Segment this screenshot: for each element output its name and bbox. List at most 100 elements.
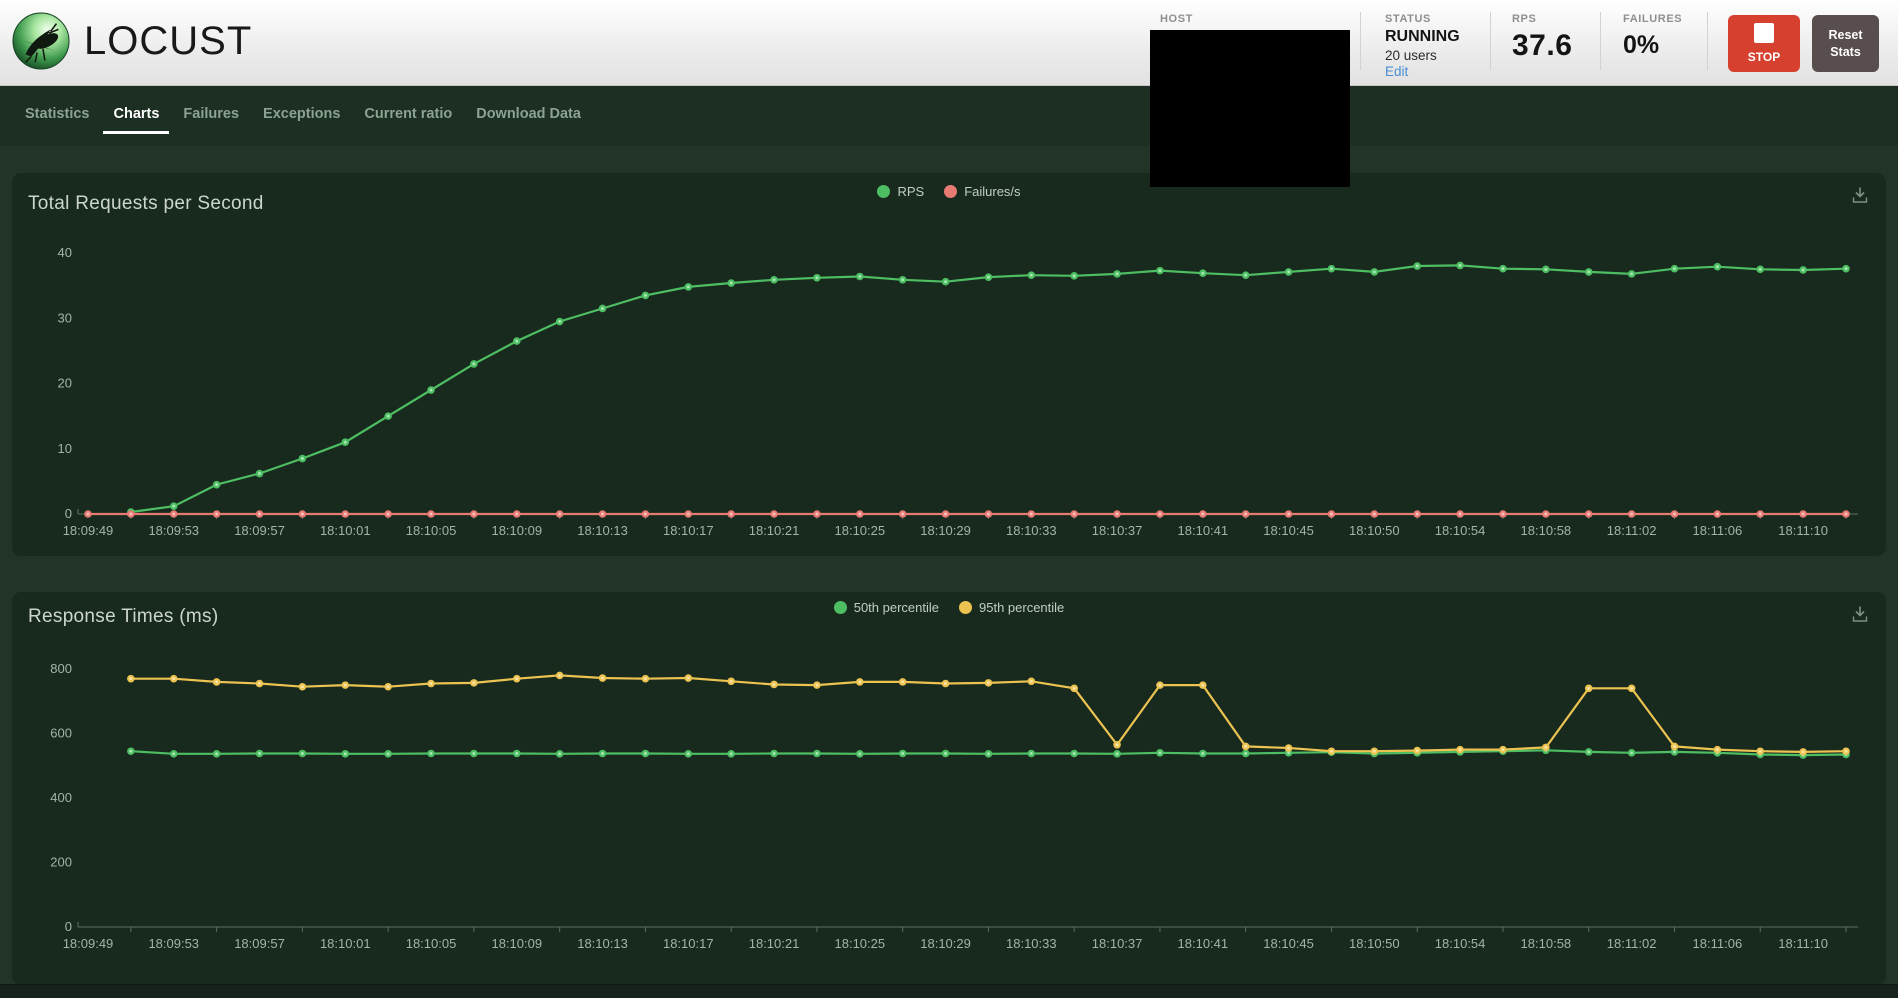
data-point-center (1244, 512, 1248, 516)
data-point-center (86, 512, 90, 516)
data-point-center (1329, 512, 1333, 516)
data-point-center (1072, 274, 1076, 278)
data-point-center (1244, 751, 1248, 755)
data-point-center (1072, 751, 1076, 755)
legend-item-failures-s[interactable]: Failures/s (944, 184, 1021, 199)
data-point-center (129, 749, 133, 753)
data-point-center (172, 752, 176, 756)
x-axis-label: 18:10:17 (663, 523, 714, 538)
nav-tabbar: Statistics Charts Failures Exceptions Curren… (0, 86, 1898, 146)
data-point-center (1758, 512, 1762, 516)
data-point-center (1544, 512, 1548, 516)
data-point-center (429, 751, 433, 755)
rps-chart[interactable]: 0 10 20 30 40 18:09:49 18:09:53 18:09:57 18:10:0… (12, 173, 1886, 556)
legend-item-rps[interactable]: RPS (877, 184, 924, 199)
download-icon[interactable] (1850, 604, 1870, 624)
x-axis-label: 18:11:02 (1607, 523, 1657, 538)
x-axis-label: 18:10:29 (920, 936, 971, 951)
y-axis-label: 20 (58, 376, 72, 391)
x-axis-label: 18:10:09 (491, 523, 542, 538)
top-header: LOCUST HOST STATUS RUNNING 20 users Edit… (0, 0, 1898, 86)
data-point-center (858, 680, 862, 684)
data-point-center (858, 274, 862, 278)
tab-failures[interactable]: Failures (183, 106, 240, 122)
data-point-center (558, 320, 562, 324)
data-point-center (1372, 749, 1376, 753)
data-point-center (1115, 752, 1119, 756)
data-point-center (1115, 512, 1119, 516)
data-point-center (1672, 750, 1676, 754)
x-axis-label: 18:10:09 (491, 936, 542, 951)
logo-wordmark: LOCUST (84, 18, 253, 63)
data-point-center (1672, 267, 1676, 271)
header-divider (1600, 12, 1601, 70)
data-point-center (1287, 746, 1291, 750)
download-icon[interactable] (1850, 185, 1870, 205)
data-point-center (515, 751, 519, 755)
data-point-center (601, 751, 605, 755)
data-point-center (772, 512, 776, 516)
stop-square-icon (1754, 23, 1774, 43)
status-section: STATUS RUNNING 20 users Edit (1385, 13, 1460, 79)
data-point-center (1029, 679, 1033, 683)
data-point-center (386, 685, 390, 689)
data-point-center (1672, 512, 1676, 516)
x-axis-label: 18:10:33 (1006, 936, 1057, 951)
data-point-center (1587, 512, 1591, 516)
data-point-center (343, 512, 347, 516)
data-point-center (472, 681, 476, 685)
data-point-center (258, 751, 262, 755)
reset-stats-button[interactable]: Reset Stats (1812, 15, 1879, 72)
legend-label: RPS (897, 184, 925, 199)
data-point-center (429, 388, 433, 392)
data-point-center (815, 751, 819, 755)
x-axis-label: 18:10:37 (1092, 936, 1143, 951)
edit-link[interactable]: Edit (1385, 64, 1409, 79)
data-point-center (215, 680, 219, 684)
tab-charts[interactable]: Charts (103, 98, 170, 134)
footer-bar (0, 984, 1898, 998)
data-point-center (1758, 267, 1762, 271)
x-axis-label: 18:09:57 (234, 936, 285, 951)
status-user-count: 20 users (1385, 48, 1437, 63)
rps-value: 37.6 (1512, 29, 1573, 62)
tab-exceptions[interactable]: Exceptions (263, 106, 341, 122)
tab-statistics[interactable]: Statistics (25, 106, 90, 122)
response-times-chart-legend: 50th percentile 95th percentile (12, 600, 1886, 615)
data-point-center (515, 677, 519, 681)
data-point-center (986, 681, 990, 685)
y-axis-label: 400 (50, 790, 72, 805)
data-point-center (1458, 748, 1462, 752)
x-axis-label: 18:10:29 (920, 523, 971, 538)
data-point-center (1029, 751, 1033, 755)
data-point-center (386, 752, 390, 756)
legend-dot (877, 185, 891, 198)
legend-item-50th-percentile[interactable]: 50th percentile (833, 600, 939, 615)
data-point-center (472, 512, 476, 516)
x-axis-label: 18:10:45 (1263, 936, 1314, 951)
data-point-center (429, 682, 433, 686)
data-point-center (300, 751, 304, 755)
rps-chart-legend: RPS Failures/s (12, 184, 1886, 199)
tab-download-data[interactable]: Download Data (476, 106, 581, 122)
legend-item-95th-percentile[interactable]: 95th percentile (959, 600, 1064, 615)
data-point-center (772, 278, 776, 282)
data-point-center (472, 362, 476, 366)
data-point-center (944, 512, 948, 516)
data-point-center (815, 683, 819, 687)
x-axis-label: 18:10:37 (1092, 523, 1143, 538)
data-point-center (1158, 683, 1162, 687)
data-point-center (643, 293, 647, 297)
data-point-center (558, 512, 562, 516)
stop-button[interactable]: STOP (1728, 15, 1800, 72)
data-point-center (1158, 751, 1162, 755)
rps-label: RPS (1512, 13, 1537, 25)
data-point-center (815, 512, 819, 516)
data-point-center (1329, 267, 1333, 271)
data-point-center (1501, 267, 1505, 271)
tab-current-ratio[interactable]: Current ratio (364, 106, 453, 122)
data-point-center (172, 677, 176, 681)
data-point-center (1158, 512, 1162, 516)
locust-logo-icon (12, 12, 70, 70)
response-times-chart[interactable]: 0 200 400 600 800 18:09:49 18:09:53 18:09:57 18:… (12, 592, 1886, 985)
